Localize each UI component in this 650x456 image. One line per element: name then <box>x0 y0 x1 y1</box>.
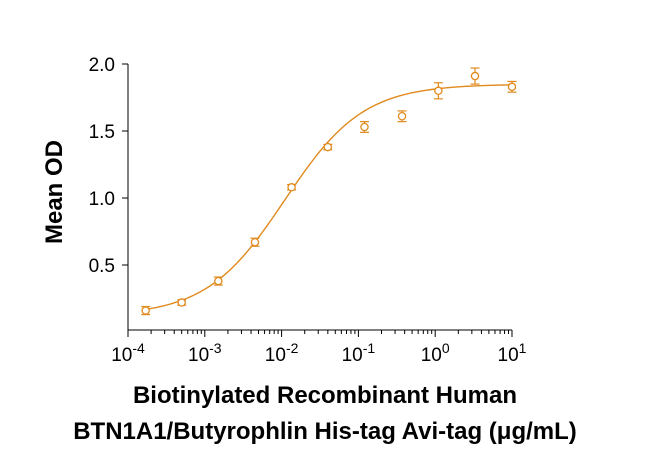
y-tick-label: 2.0 <box>89 55 115 76</box>
x-tick-exponent: -4 <box>132 340 145 356</box>
x-tick-base: 10 <box>498 345 519 366</box>
x-tick-label: 10-4 <box>111 340 145 366</box>
data-marker <box>287 183 296 192</box>
data-point <box>470 67 480 85</box>
x-tick-base: 10 <box>111 345 132 366</box>
x-tick-exponent: -2 <box>286 340 299 356</box>
x-tick-exponent: -3 <box>209 340 222 356</box>
data-points-layer <box>141 67 517 316</box>
data-point <box>507 80 517 93</box>
x-tick-base: 10 <box>188 345 209 366</box>
data-marker <box>507 82 517 92</box>
x-tick-base: 10 <box>421 345 442 366</box>
data-marker <box>177 298 186 307</box>
data-marker <box>323 142 333 152</box>
data-marker <box>250 237 260 247</box>
data-point <box>433 82 443 100</box>
data-marker <box>141 306 150 315</box>
data-point <box>323 142 333 152</box>
x-tick-exponent: -1 <box>363 340 376 356</box>
x-tick-base: 10 <box>265 345 286 366</box>
data-marker <box>397 112 407 121</box>
y-axis: 0.5 1.0 1.5 2.0 <box>89 55 129 330</box>
x-tick-base: 10 <box>342 345 363 366</box>
y-tick-label: 1.0 <box>89 189 115 210</box>
data-marker <box>470 71 480 81</box>
x-tick-label: 100 <box>421 340 450 366</box>
fit-curve <box>145 84 513 311</box>
data-marker <box>214 276 223 286</box>
data-point <box>287 183 297 192</box>
data-point <box>359 121 369 133</box>
x-axis-title-line-1: Biotinylated Recombinant Human <box>132 382 518 409</box>
x-axis: 10-4 10-3 10-2 10-1 100 101 <box>111 329 527 366</box>
y-axis-title: Mean OD <box>41 140 68 244</box>
x-axis-title-line-2: BTN1A1/Butyrophlin His-tag Avi-tag (μg/m… <box>73 418 577 445</box>
data-point <box>397 110 407 123</box>
x-tick-label: 10-3 <box>188 340 222 366</box>
y-tick-label: 1.5 <box>89 122 115 143</box>
data-marker <box>360 122 369 132</box>
x-tick-label: 10-1 <box>342 340 376 366</box>
dose-response-chart: 0.51.01.52.0 10-4 10-3 10-2 10-1 100 101 Mean… <box>41 55 527 366</box>
data-point <box>177 298 187 307</box>
x-tick-label: 101 <box>498 340 527 366</box>
data-point <box>141 305 151 316</box>
fit-curve-layer <box>145 84 513 311</box>
data-point <box>213 276 223 286</box>
x-tick-exponent: 0 <box>442 340 450 356</box>
data-marker <box>434 86 443 96</box>
x-tick-label: 10-2 <box>265 340 299 366</box>
data-point <box>250 237 260 247</box>
y-tick-label: 0.5 <box>89 256 115 277</box>
x-tick-exponent: 1 <box>519 340 527 356</box>
